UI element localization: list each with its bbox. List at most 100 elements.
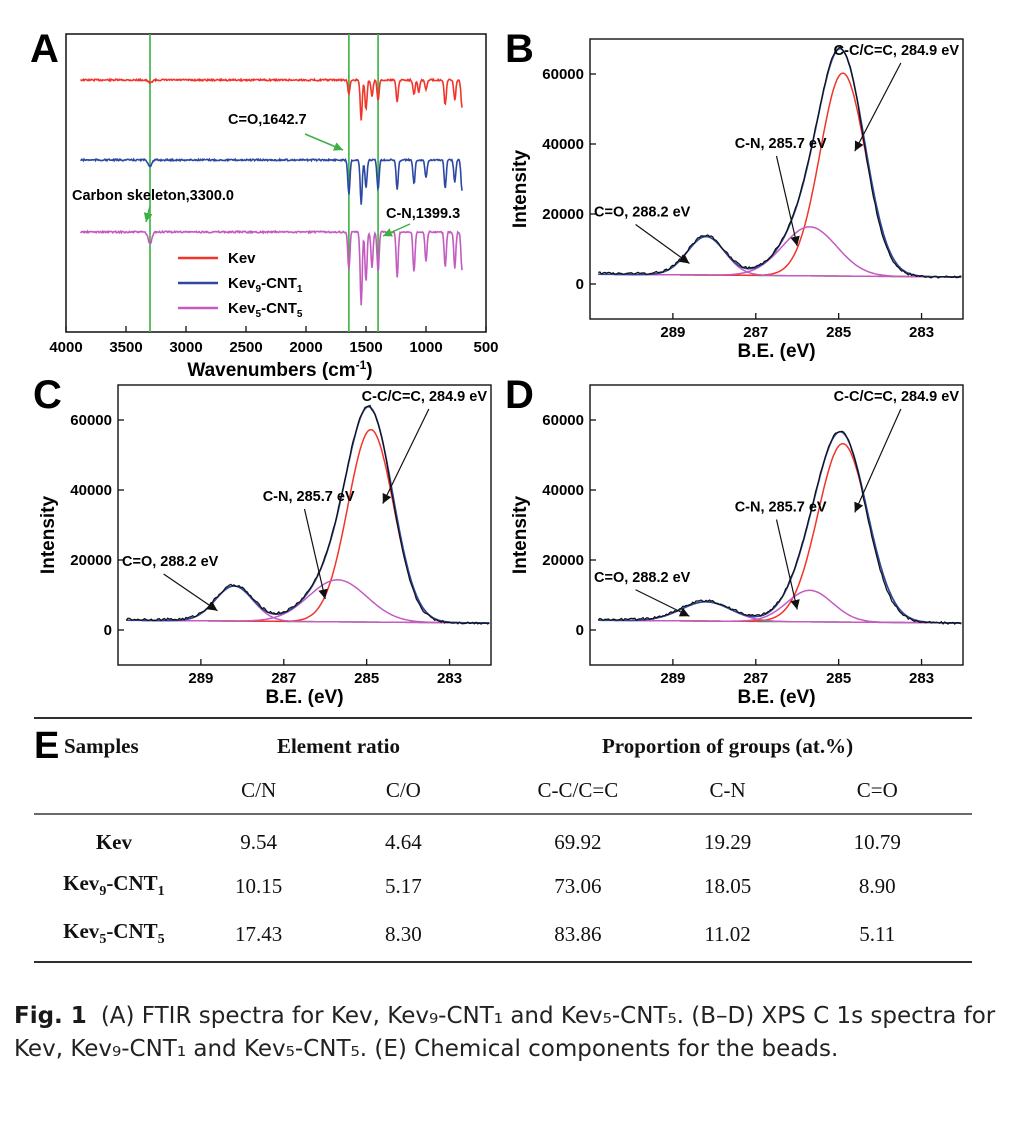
annotation-cn: C-N, 285.7 eV <box>735 500 827 516</box>
table-cell: 5.11 <box>859 921 896 946</box>
annotation-carbon-skeleton: Carbon skeleton,3300.0 <box>72 188 234 204</box>
table-row: Kev9-CNT1 10.15 5.17 73.06 18.05 8.90 <box>34 862 972 910</box>
annotation-co: C=O, 288.2 eV <box>594 570 691 586</box>
xps-x-axis-label: B.E. (eV) <box>737 687 815 708</box>
xps-y-tick-label: 60000 <box>70 412 112 429</box>
table-rules: E <box>34 717 972 963</box>
xps-y-axis-label: Intensity <box>510 150 531 229</box>
col-cn: C-N <box>709 777 746 802</box>
table-cell: 4.64 <box>384 829 422 854</box>
table-cell: 17.43 <box>235 921 283 946</box>
row-sample-kev9: Kev9-CNT1 <box>63 871 165 900</box>
ftir-x-axis-label: Wavenumbers (cm-1) <box>187 358 372 381</box>
table-cell: 9.54 <box>240 829 278 854</box>
xps-plot-frame <box>589 384 964 666</box>
table-cell: 73.06 <box>554 873 602 898</box>
row-sample-kev: Kev <box>95 829 132 854</box>
ftir-x-tick-label: 4000 <box>49 339 82 356</box>
xps-raw-spectrum <box>125 404 490 625</box>
ftir-x-tick-label: 2000 <box>289 339 322 356</box>
xps-y-tick-label: 0 <box>576 276 584 293</box>
legend-label-kev: Kev <box>228 250 256 267</box>
xps-component-peak <box>598 601 962 624</box>
table-cell: 10.15 <box>235 873 283 898</box>
annotation-co: C=O, 288.2 eV <box>594 205 691 221</box>
caption-text: (A) FTIR spectra for Kev, Kev₉-CNT₁ and … <box>14 1003 996 1062</box>
xps-y-tick-label: 20000 <box>542 552 584 569</box>
ftir-x-tick-label: 3000 <box>169 339 202 356</box>
ftir-series-line <box>80 157 463 205</box>
row-sample-kev5: Kev5-CNT5 <box>63 919 165 948</box>
panel-label-b: B <box>505 27 534 71</box>
legend-label-kev5: Kev5-CNT5 <box>228 300 303 320</box>
xps-x-tick-label: 289 <box>660 670 685 687</box>
xps-x-tick-label: 287 <box>743 324 768 341</box>
xps-plot-frame <box>117 384 492 666</box>
xps-chart-b: B 289 287 285 283 0 20000 40000 60000 B.E. (eV) I… <box>505 27 964 362</box>
xps-x-axis-label: B.E. (eV) <box>737 341 815 362</box>
xps-x-tick-label: 289 <box>188 670 213 687</box>
arrow-cn <box>775 155 800 247</box>
annotation-cn: C-N, 285.7 eV <box>735 136 827 152</box>
table-cell: 19.29 <box>703 829 752 854</box>
table-row: Kev 9.54 4.64 69.92 19.29 10.79 <box>34 812 972 862</box>
annotation-cc: C-C/C=C, 284.9 eV <box>834 43 960 59</box>
xps-x-tick-label: 287 <box>743 670 768 687</box>
xps-x-tick-label: 283 <box>909 670 934 687</box>
xps-component-peak <box>598 72 962 278</box>
arrow-cn-ftir <box>382 223 411 237</box>
xps-y-tick-label: 40000 <box>70 482 112 499</box>
composition-table: Samples Element ratio Proportion of grou… <box>34 716 972 958</box>
arrow-cn <box>775 519 800 610</box>
arrow-cn <box>303 508 328 600</box>
caption-label: Fig. 1 <box>14 1003 87 1029</box>
col-cc: C-C/C=C <box>537 777 619 802</box>
ftir-x-tick-label: 3500 <box>109 339 142 356</box>
xps-x-tick-label: 285 <box>354 670 379 687</box>
xps-y-tick-label: 20000 <box>70 552 112 569</box>
col-co-ratio: C/O <box>385 777 421 802</box>
xps-y-tick-label: 40000 <box>542 136 584 153</box>
xps-y-tick-label: 40000 <box>542 482 584 499</box>
ftir-chart: A 4000 3500 3000 2500 2000 1500 1000 500 Wavenu… <box>30 27 499 381</box>
table-column-header-row: C/N C/O C-C/C=C C-N C=O <box>34 768 972 812</box>
annotation-cn: C-N, 285.7 eV <box>263 489 355 505</box>
xps-x-axis-label: B.E. (eV) <box>265 687 343 708</box>
table-cell: 10.79 <box>853 829 901 854</box>
xps-x-tick-label: 283 <box>909 324 934 341</box>
xps-y-tick-label: 20000 <box>542 206 584 223</box>
col-cn-ratio: C/N <box>241 777 277 802</box>
ftir-x-tick-label: 1500 <box>349 339 382 356</box>
xps-plot-frame <box>589 38 964 320</box>
ftir-x-tick-label: 500 <box>473 339 498 356</box>
xps-component-peak <box>598 226 962 278</box>
header-element-ratio: Element ratio <box>276 733 400 758</box>
xps-x-tick-label: 285 <box>826 670 851 687</box>
composition-table-panel: E Samples Element ratio Proportion of gr… <box>34 716 972 964</box>
annotation-co: C=O, 288.2 eV <box>122 554 219 570</box>
legend-label-kev9: Kev9-CNT1 <box>228 275 303 295</box>
annotation-cc: C-C/C=C, 284.9 eV <box>362 389 488 405</box>
table-row: Kev5-CNT5 17.43 8.30 83.86 11.02 5.11 <box>34 910 972 958</box>
arrow-co <box>635 224 690 265</box>
xps-y-tick-label: 60000 <box>542 66 584 83</box>
arrow-cc <box>854 408 902 513</box>
annotation-co-ftir: C=O,1642.7 <box>228 112 307 128</box>
xps-y-tick-label: 0 <box>576 622 584 639</box>
table-cell: 5.17 <box>384 873 422 898</box>
ftir-series-line <box>80 77 463 121</box>
header-proportion-groups: Proportion of groups (at.%) <box>601 733 854 758</box>
arrow-cc <box>382 408 430 504</box>
panel-label-c: C <box>33 373 62 417</box>
ftir-x-tick-label: 1000 <box>409 339 442 356</box>
table-cell: 11.02 <box>704 921 751 946</box>
table-cell: 8.90 <box>858 873 896 898</box>
xps-y-tick-label: 60000 <box>542 412 584 429</box>
header-samples: Samples <box>64 733 139 758</box>
ftir-plot-frame <box>65 33 487 333</box>
arrow-co-ftir <box>304 133 344 151</box>
xps-x-tick-label: 285 <box>826 324 851 341</box>
xps-chart-c: C 289 287 285 283 0 20000 40000 60000 B.E. (eV) I… <box>33 373 492 708</box>
annotation-cn-ftir: C-N,1399.3 <box>386 206 460 222</box>
arrow-co <box>163 573 218 612</box>
